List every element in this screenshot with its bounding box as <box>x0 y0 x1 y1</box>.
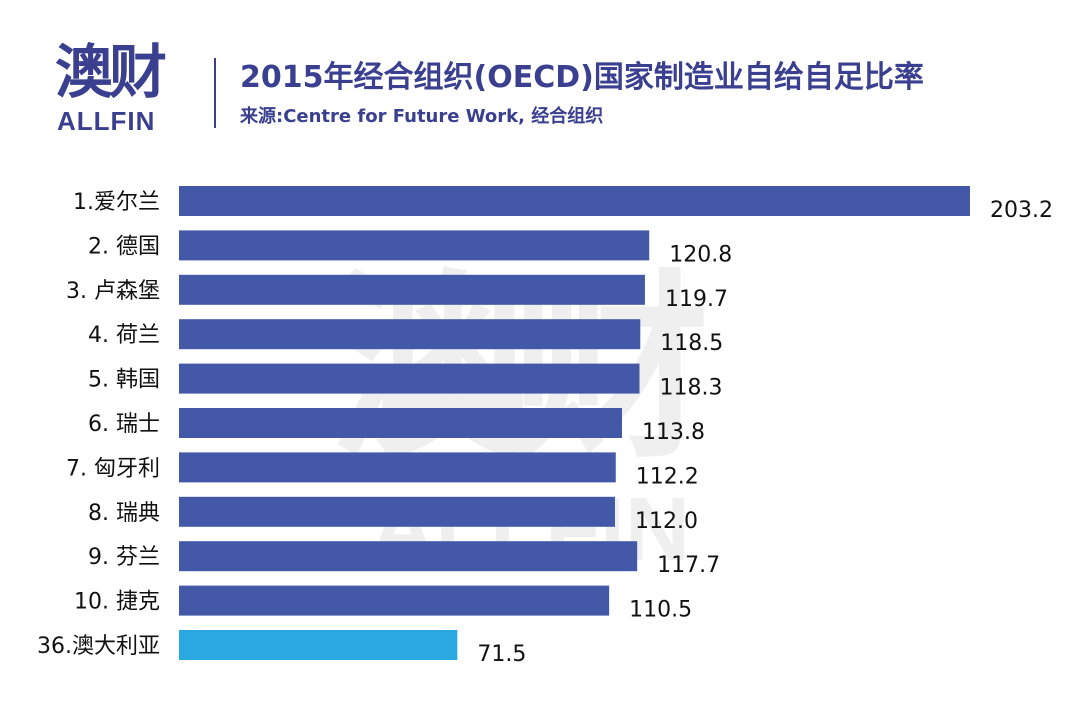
value-label: 118.5 <box>660 331 723 356</box>
bar <box>179 452 616 483</box>
value-label: 112.2 <box>636 464 699 489</box>
category-label: 5. 韩国 <box>88 368 160 393</box>
value-label: 110.5 <box>629 598 692 623</box>
bar <box>179 541 638 572</box>
brand-logo: 澳财 ALLFIN <box>55 40 190 140</box>
bar <box>179 363 640 394</box>
category-label: 36.澳大利亚 <box>37 634 160 659</box>
logo-cn-text: 澳财 <box>55 38 167 106</box>
bar <box>179 496 615 527</box>
category-label: 2. 德国 <box>88 234 160 259</box>
bar <box>179 408 622 438</box>
bar <box>179 230 650 261</box>
category-label: 4. 荷兰 <box>88 323 160 348</box>
value-label: 203.2 <box>990 198 1053 223</box>
category-label: 3. 卢森堡 <box>66 279 160 304</box>
bar <box>179 630 458 660</box>
value-label: 118.3 <box>660 376 723 401</box>
logo-en-text: ALLFIN <box>57 106 156 136</box>
value-label: 120.8 <box>669 242 732 267</box>
category-label: 9. 芬兰 <box>88 545 160 570</box>
value-label: 113.8 <box>642 420 705 445</box>
category-label: 7. 匈牙利 <box>66 456 160 481</box>
category-label: 10. 捷克 <box>74 590 160 615</box>
value-label: 112.0 <box>635 509 698 534</box>
value-label: 117.7 <box>657 553 720 578</box>
category-label: 1.爱尔兰 <box>73 190 160 215</box>
category-label: 6. 瑞士 <box>88 412 160 437</box>
header-divider <box>214 58 216 128</box>
chart-source: 来源:Centre for Future Work, 经合组织 <box>240 106 604 127</box>
chart-title: 2015年经合组织(OECD)国家制造业自给自足比率 <box>240 60 924 95</box>
category-label: 8. 瑞典 <box>88 501 160 526</box>
bar <box>179 319 641 350</box>
bar <box>179 585 610 616</box>
value-label: 71.5 <box>477 642 526 667</box>
bar <box>179 274 645 305</box>
bar <box>179 186 970 216</box>
value-label: 119.7 <box>665 287 728 312</box>
